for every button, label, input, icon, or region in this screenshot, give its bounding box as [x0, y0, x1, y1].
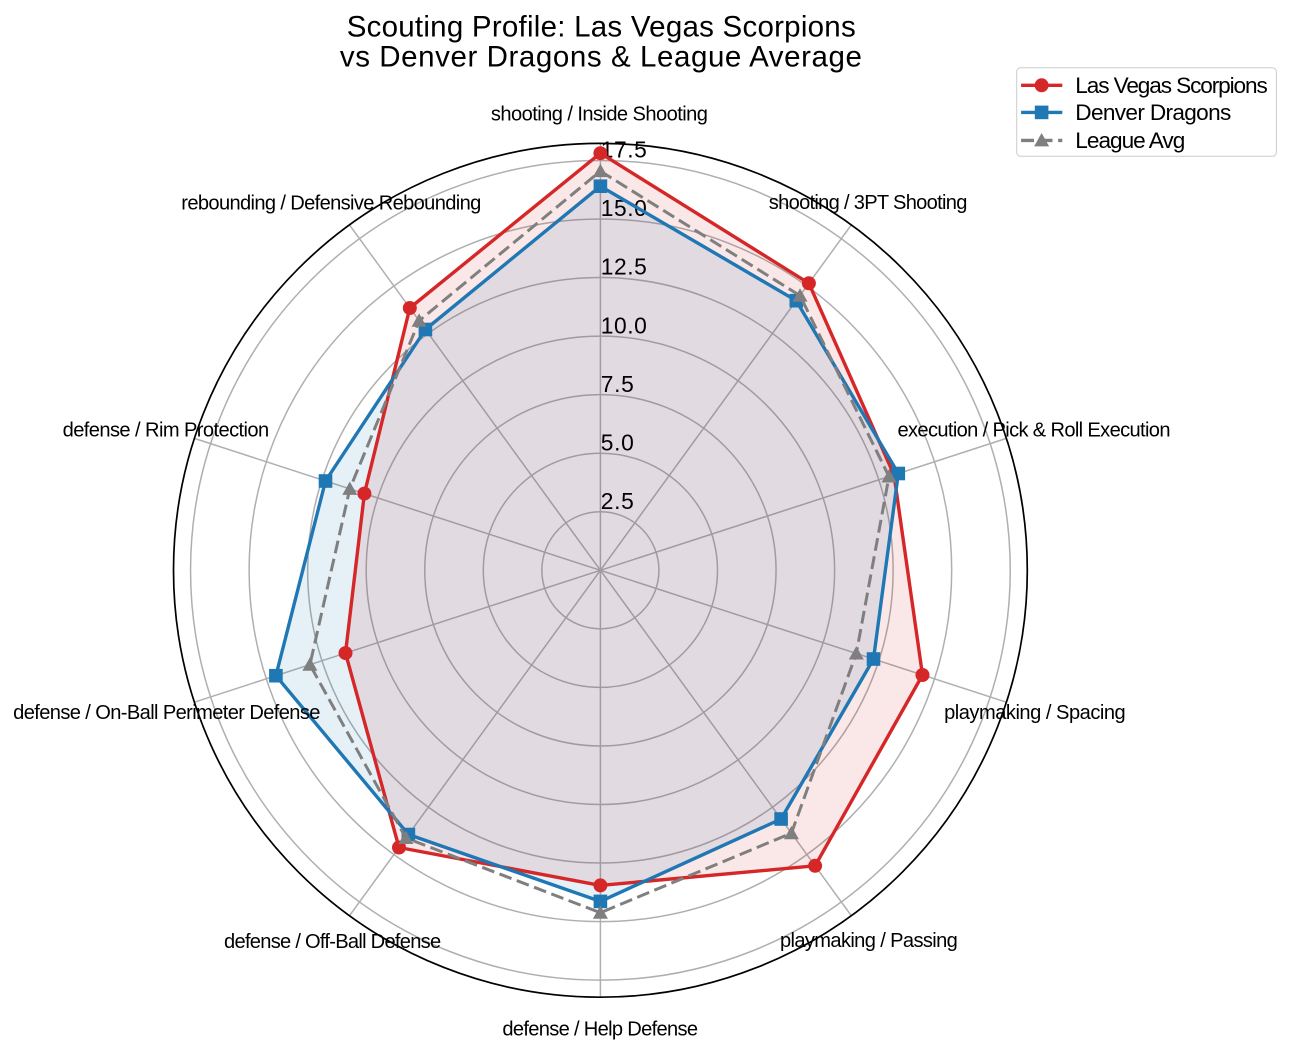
svg-text:defense / On-Ball Perimeter De: defense / On-Ball Perimeter Defense	[13, 702, 320, 724]
svg-text:defense / Rim Protection: defense / Rim Protection	[63, 419, 270, 441]
svg-text:12.5: 12.5	[601, 254, 647, 280]
svg-text:Denver Dragons: Denver Dragons	[1075, 100, 1231, 125]
svg-text:shooting / Inside Shooting: shooting / Inside Shooting	[491, 103, 708, 125]
svg-text:execution / Pick & Roll Execut: execution / Pick & Roll Execution	[898, 420, 1171, 442]
svg-text:5.0: 5.0	[601, 429, 634, 455]
svg-text:Scouting Profile: Las Vegas Sc: Scouting Profile: Las Vegas Scorpions	[347, 11, 856, 44]
svg-text:2.5: 2.5	[601, 488, 634, 514]
svg-text:defense / Off-Ball Defense: defense / Off-Ball Defense	[224, 931, 441, 953]
svg-text:vs Denver Dragons & League Ave: vs Denver Dragons & League Average	[340, 40, 862, 73]
svg-text:rebounding / Defensive Rebound: rebounding / Defensive Rebounding	[181, 192, 481, 214]
svg-text:defense / Help Defense: defense / Help Defense	[502, 1019, 698, 1041]
svg-text:7.5: 7.5	[601, 371, 634, 397]
svg-text:League Avg: League Avg	[1075, 128, 1185, 153]
svg-text:Las Vegas Scorpions: Las Vegas Scorpions	[1075, 73, 1268, 98]
svg-text:playmaking / Spacing: playmaking / Spacing	[944, 702, 1126, 724]
svg-text:10.0: 10.0	[601, 312, 647, 338]
svg-text:shooting / 3PT Shooting: shooting / 3PT Shooting	[769, 192, 968, 214]
svg-text:playmaking / Passing: playmaking / Passing	[780, 930, 958, 952]
